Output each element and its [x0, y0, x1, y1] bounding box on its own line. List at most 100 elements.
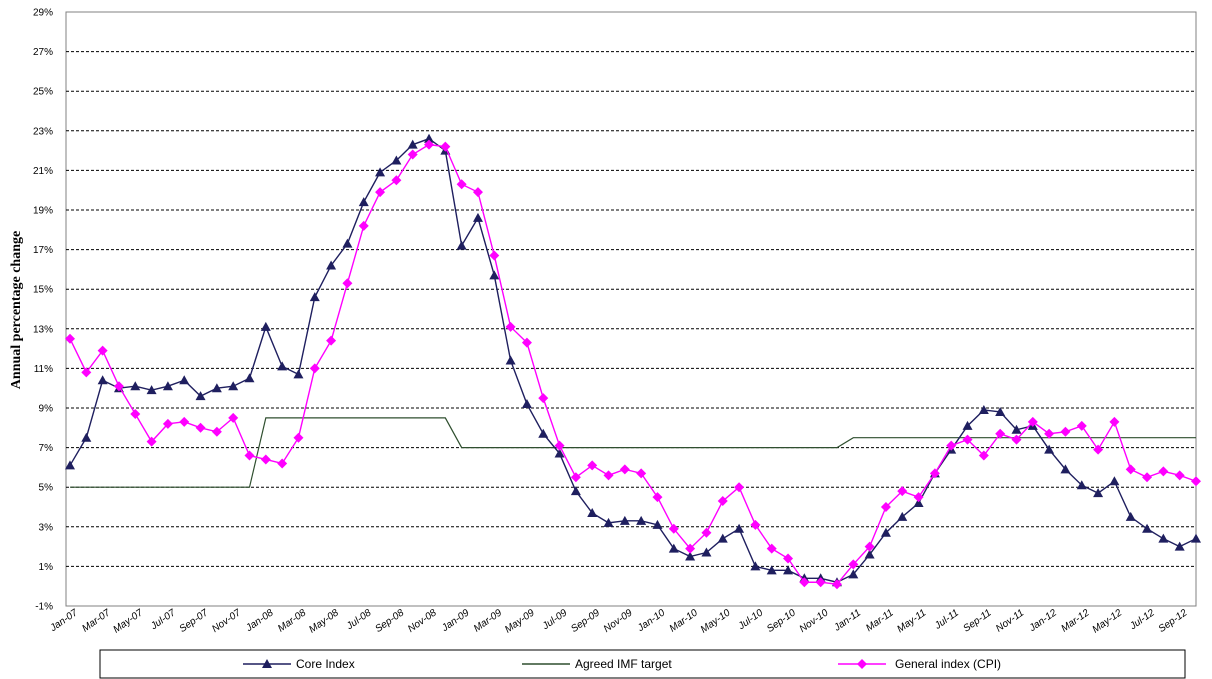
- data-point: [766, 543, 777, 554]
- data-point: [1044, 444, 1055, 454]
- data-point: [309, 363, 320, 374]
- data-point: [521, 399, 532, 409]
- data-point: [848, 569, 859, 579]
- x-tick-label: Mar-08: [276, 607, 308, 634]
- data-point: [929, 468, 940, 479]
- x-tick-label: Nov-07: [210, 607, 243, 635]
- series-line: [69, 137, 1197, 583]
- data-point: [799, 577, 810, 588]
- data-point: [962, 434, 973, 445]
- data-point: [521, 337, 532, 348]
- data-point: [1076, 480, 1087, 490]
- data-point: [130, 408, 141, 419]
- data-point: [685, 543, 696, 554]
- data-point: [277, 458, 288, 469]
- data-point: [309, 292, 320, 302]
- data-point: [342, 278, 353, 289]
- data-point: [636, 515, 647, 525]
- data-point: [848, 559, 859, 570]
- x-tick-label: Sep-08: [373, 607, 406, 635]
- data-point: [293, 369, 304, 379]
- data-point: [619, 464, 630, 475]
- data-point: [244, 450, 255, 461]
- data-point: [1011, 424, 1022, 434]
- data-point: [358, 220, 369, 231]
- data-point: [391, 155, 402, 165]
- data-point: [538, 428, 549, 438]
- data-point: [456, 240, 467, 250]
- data-point: [65, 460, 75, 470]
- x-tick-label: Sep-11: [961, 607, 993, 634]
- x-tick-label: Jul-09: [540, 607, 570, 632]
- x-tick-label: Sep-07: [178, 607, 211, 635]
- x-tick-label: May-11: [895, 607, 928, 635]
- data-point: [65, 333, 75, 344]
- y-axis-ticks: -1% 1% 3% 5% 7% 9% 11% 13% 15% 17% 19% 21% 23% 25% 27%…: [33, 8, 53, 613]
- x-tick-label: Sep-12: [1157, 607, 1190, 635]
- y-tick-label: 7%: [39, 443, 54, 454]
- y-tick-label: 11%: [34, 364, 53, 375]
- data-point: [857, 659, 867, 669]
- data-point: [913, 492, 924, 503]
- data-point: [570, 472, 581, 483]
- data-point: [766, 565, 777, 575]
- x-tick-label: Jul-07: [148, 607, 178, 632]
- data-point: [472, 187, 483, 198]
- data-point: [897, 511, 908, 521]
- data-point: [505, 321, 516, 332]
- data-point: [701, 527, 712, 538]
- data-point: [783, 565, 794, 575]
- data-point: [260, 321, 271, 331]
- data-point: [962, 420, 973, 430]
- data-point: [195, 422, 206, 433]
- data-point: [146, 385, 157, 395]
- data-point: [179, 375, 190, 385]
- data-point: [358, 197, 369, 207]
- data-point: [668, 543, 679, 553]
- x-tick-label: May-12: [1090, 607, 1124, 635]
- data-point: [162, 381, 173, 391]
- data-point: [1093, 444, 1104, 455]
- x-tick-label: Sep-09: [569, 607, 602, 635]
- x-tick-label: Jul-10: [736, 607, 766, 632]
- legend-item: Agreed IMF target: [522, 657, 672, 671]
- data-point: [113, 381, 124, 392]
- data-point: [1174, 470, 1185, 481]
- x-tick-label: Mar-12: [1059, 607, 1091, 634]
- x-tick-label: Nov-11: [994, 607, 1026, 634]
- data-point: [326, 335, 337, 346]
- legend-item: Core Index: [243, 657, 355, 671]
- data-point: [228, 381, 239, 391]
- data-point: [701, 547, 712, 557]
- data-point: [326, 260, 337, 270]
- data-point: [864, 541, 875, 552]
- x-tick-label: Mar-09: [472, 607, 504, 634]
- x-tick-label: Mar-10: [668, 607, 700, 634]
- y-tick-label: 29%: [33, 8, 53, 19]
- data-point: [913, 498, 924, 508]
- data-point: [554, 440, 565, 451]
- data-point: [262, 659, 272, 668]
- x-axis-ticks: Jan-07 Mar-07 May-07 Jul-07 Sep-07 Nov-07 Jan-…: [48, 607, 1190, 635]
- y-axis-title: Annual percentage change: [9, 231, 24, 389]
- data-point: [1011, 434, 1022, 445]
- data-point: [179, 416, 190, 427]
- data-point: [97, 345, 108, 356]
- x-tick-label: May-09: [503, 607, 537, 635]
- data-point: [1060, 464, 1071, 474]
- y-tick-label: 5%: [39, 483, 54, 494]
- data-point: [603, 470, 614, 481]
- data-point: [293, 432, 304, 443]
- data-point: [995, 428, 1006, 439]
- data-point: [570, 486, 581, 496]
- y-tick-label: 23%: [33, 126, 53, 137]
- x-tick-label: Nov-08: [406, 607, 439, 635]
- x-tick-label: Sep-10: [765, 607, 798, 635]
- data-point: [1109, 476, 1120, 486]
- data-point: [81, 367, 92, 378]
- plot-area: [65, 11, 1197, 607]
- data-point: [211, 383, 222, 393]
- data-point: [538, 393, 549, 404]
- legend-label: Agreed IMF target: [575, 657, 672, 671]
